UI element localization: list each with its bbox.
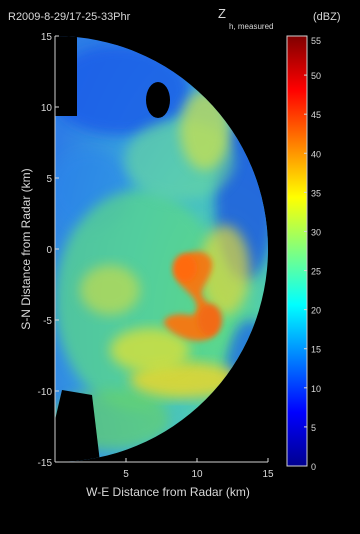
x-ticks: 5 10 15 <box>123 458 274 480</box>
moderate-echo-region <box>200 225 250 315</box>
high-reflectivity-band <box>198 304 222 336</box>
colorbar-tick-label: 20 <box>311 306 321 316</box>
y-tick-label: 15 <box>41 32 53 43</box>
colorbar-tick-label: 25 <box>311 267 321 277</box>
colorbar-tick-label: 30 <box>311 227 321 237</box>
colorbar-gradient <box>286 35 308 467</box>
x-tick-label: 10 <box>191 469 203 480</box>
colorbar-tick-label: 10 <box>311 384 321 394</box>
y-tick-label: -10 <box>38 387 53 398</box>
colorbar-tick-label: 50 <box>311 71 321 81</box>
y-ticks: 15 10 5 0 -5 -10 -15 <box>38 32 59 469</box>
y-tick-label: -15 <box>38 458 53 469</box>
x-tick-label: 5 <box>123 469 129 480</box>
no-data-region <box>55 390 100 462</box>
moderate-echo-region <box>110 328 190 372</box>
colorbar-tick-label: 45 <box>311 110 321 120</box>
y-tick-label: 0 <box>46 245 52 256</box>
colorbar-tick-label: 40 <box>311 149 321 159</box>
colorbar-tick-label: 35 <box>311 188 321 198</box>
file-label: R2009-8-29/17-25-33Phr <box>8 11 131 23</box>
x-axis-label: W-E Distance from Radar (km) <box>86 485 250 499</box>
radar-plot-area <box>54 36 268 463</box>
colorbar-ticks: 0 5 10 15 20 25 30 35 40 45 50 55 <box>304 35 321 472</box>
colorbar-tick-label: 55 <box>311 36 321 46</box>
variable-label: Z <box>218 6 226 21</box>
moderate-echo-region <box>80 265 140 315</box>
y-tick-label: -5 <box>43 316 52 327</box>
no-data-region <box>146 82 170 118</box>
no-data-region <box>55 36 77 116</box>
y-axis-label: S-N Distance from Radar (km) <box>19 168 33 329</box>
colorbar-tick-label: 0 <box>311 462 316 472</box>
x-tick-label: 15 <box>262 469 274 480</box>
variable-subscript: h, measured <box>229 22 273 31</box>
colorbar-tick-label: 15 <box>311 345 321 355</box>
y-tick-label: 5 <box>46 174 52 185</box>
y-tick-label: 10 <box>41 103 53 114</box>
colorbar-tick-label: 5 <box>311 423 316 433</box>
colorbar: 0 5 10 15 20 25 30 35 40 45 50 55 <box>286 35 321 472</box>
unit-label: (dBZ) <box>313 11 341 23</box>
high-reflectivity-band <box>173 254 197 282</box>
